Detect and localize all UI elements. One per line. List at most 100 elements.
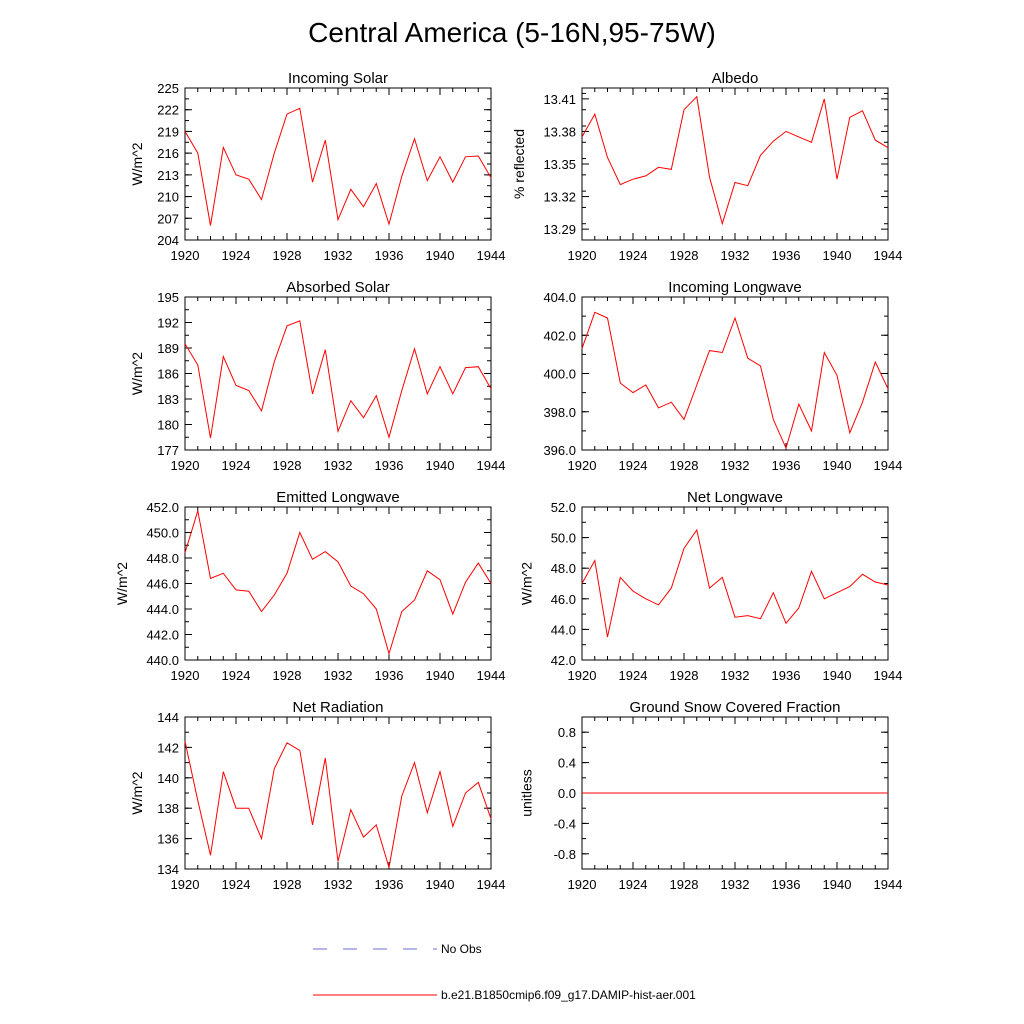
panel-net-radiation-ytick-label: 138 — [157, 801, 179, 816]
panel-emitted-longwave-ytick-label: 448.0 — [146, 551, 179, 566]
panel-net-longwave-series-line — [581, 528, 889, 638]
panel-absorbed-solar-ylabel: W/m^2 — [129, 352, 145, 395]
panel-emitted-longwave-ytick-label: 444.0 — [146, 602, 179, 617]
panel-incoming-longwave-xtick-label: 1920 — [568, 458, 597, 473]
panel-net-longwave-ytick-label: 52.0 — [551, 500, 576, 515]
panel-emitted-longwave-xtick-label: 1936 — [375, 668, 404, 683]
panel-absorbed-solar-ytick-label: 192 — [157, 316, 179, 331]
panel-absorbed-solar-ytick-label: 177 — [157, 443, 179, 458]
panel-emitted-longwave-ytick-label: 450.0 — [146, 526, 179, 541]
panel-net-longwave-frame — [581, 506, 889, 661]
panel-incoming-solar: Incoming Solar 1920 1924 1928 1932 1936 1940 19… — [129, 70, 505, 263]
panel-absorbed-solar-ytick-label: 195 — [157, 290, 179, 305]
panel-emitted-longwave: Emitted Longwave 1920 1924 1928 1932 1936 1940… — [114, 489, 505, 683]
panel-net-longwave: Net Longwave 1920 1924 1928 1932 1936 1940 1944… — [519, 489, 903, 683]
panel-incoming-solar-xtick-label: 1924 — [222, 248, 251, 263]
panel-net-radiation-ytick-label: 134 — [157, 862, 179, 877]
panel-emitted-longwave-xtick-label: 1944 — [477, 668, 506, 683]
panel-net-longwave-xtick-label: 1936 — [772, 668, 801, 683]
panel-incoming-longwave-xtick-label: 1936 — [772, 458, 801, 473]
panel-incoming-longwave-series-line — [581, 311, 889, 450]
panel-incoming-solar-xtick-label: 1928 — [273, 248, 302, 263]
panel-albedo-ytick-label: 13.38 — [543, 124, 576, 139]
panel-emitted-longwave-title: Emitted Longwave — [276, 489, 399, 506]
panel-albedo-xtick-label: 1924 — [619, 248, 648, 263]
panel-incoming-longwave-xtick-label: 1932 — [721, 458, 750, 473]
panel-absorbed-solar-series-line — [184, 320, 492, 440]
panel-ground-snow-covered-fraction-xtick-label: 1940 — [823, 877, 852, 892]
panel-incoming-solar-ytick-label: 213 — [157, 168, 179, 183]
panel-incoming-solar-xtick-label: 1944 — [477, 248, 506, 263]
panel-albedo-ytick-label: 13.32 — [543, 190, 576, 205]
panel-incoming-solar-ytick-label: 225 — [157, 81, 179, 96]
panel-incoming-longwave-ytick-label: 400.0 — [543, 367, 576, 382]
panel-net-radiation-xtick-label: 1920 — [171, 877, 200, 892]
panel-albedo-xtick-label: 1944 — [874, 248, 903, 263]
panel-emitted-longwave-xtick-label: 1928 — [273, 668, 302, 683]
panel-ground-snow-covered-fraction-xtick-label: 1932 — [721, 877, 750, 892]
panel-albedo-ytick-label: 13.41 — [543, 92, 576, 107]
panel-absorbed-solar: Absorbed Solar 1920 1924 1928 1932 1936 1940 19… — [129, 279, 505, 473]
panel-albedo-xtick-label: 1932 — [721, 248, 750, 263]
panel-net-longwave-title: Net Longwave — [687, 489, 783, 506]
panel-net-radiation-ytick-label: 144 — [157, 710, 179, 725]
panel-ground-snow-covered-fraction-xtick-label: 1936 — [772, 877, 801, 892]
panel-net-radiation: Net Radiation 1920 1924 1928 1932 1936 1940 194… — [129, 699, 505, 892]
panel-incoming-longwave-xtick-label: 1928 — [670, 458, 699, 473]
panel-net-radiation-xtick-label: 1944 — [477, 877, 506, 892]
panel-incoming-longwave-xtick-label: 1924 — [619, 458, 648, 473]
panel-net-radiation-xtick-label: 1936 — [375, 877, 404, 892]
panel-albedo-frame — [581, 87, 889, 241]
legend-obs-label: No Obs — [441, 942, 482, 956]
panel-absorbed-solar-xtick-label: 1920 — [171, 458, 200, 473]
panel-emitted-longwave-xtick-label: 1924 — [222, 668, 251, 683]
panel-net-radiation-series-line — [184, 741, 492, 868]
panel-albedo-xtick-label: 1928 — [670, 248, 699, 263]
legend: No Obs b.e21.B1850cmip6.f09_g17.DAMIP-hi… — [313, 942, 696, 1002]
panel-ground-snow-covered-fraction-xtick-label: 1924 — [619, 877, 648, 892]
panel-net-longwave-xtick-label: 1944 — [874, 668, 903, 683]
panel-incoming-solar-xtick-label: 1936 — [375, 248, 404, 263]
panel-absorbed-solar-ytick-label: 180 — [157, 418, 179, 433]
panel-net-radiation-ytick-label: 142 — [157, 740, 179, 755]
panel-absorbed-solar-xtick-label: 1924 — [222, 458, 251, 473]
panel-incoming-longwave-xtick-label: 1940 — [823, 458, 852, 473]
panel-emitted-longwave-xtick-label: 1932 — [324, 668, 353, 683]
panel-ground-snow-covered-fraction-title: Ground Snow Covered Fraction — [630, 699, 841, 716]
panel-incoming-longwave-ytick-label: 398.0 — [543, 405, 576, 420]
panel-albedo-xtick-label: 1940 — [823, 248, 852, 263]
panel-net-longwave-ytick-label: 48.0 — [551, 561, 576, 576]
panel-incoming-solar-ytick-label: 210 — [157, 190, 179, 205]
panel-albedo-ytick-label: 13.29 — [543, 222, 576, 237]
panel-incoming-solar-xtick-label: 1940 — [426, 248, 455, 263]
panel-albedo-ytick-label: 13.35 — [543, 157, 576, 172]
panel-absorbed-solar-xtick-label: 1944 — [477, 458, 506, 473]
panel-albedo-ylabel: % reflected — [511, 129, 527, 199]
panel-incoming-longwave: Incoming Longwave 1920 1924 1928 1932 1936 194… — [543, 279, 902, 473]
panel-emitted-longwave-xtick-label: 1940 — [426, 668, 455, 683]
panel-incoming-longwave-xtick-label: 1944 — [874, 458, 903, 473]
panel-absorbed-solar-ytick-label: 186 — [157, 367, 179, 382]
panel-incoming-solar-xtick-label: 1932 — [324, 248, 353, 263]
panel-net-longwave-ytick-label: 44.0 — [551, 622, 576, 637]
panel-emitted-longwave-ytick-label: 442.0 — [146, 628, 179, 643]
panel-absorbed-solar-xtick-label: 1940 — [426, 458, 455, 473]
panel-net-radiation-xtick-label: 1940 — [426, 877, 455, 892]
panel-albedo: Albedo 1920 1924 1928 1932 1936 1940 1944 13.29 1… — [511, 70, 902, 263]
panel-net-longwave-ylabel: W/m^2 — [519, 562, 535, 605]
panel-incoming-solar-ytick-label: 216 — [157, 146, 179, 161]
panel-absorbed-solar-ytick-label: 189 — [157, 341, 179, 356]
panel-incoming-solar-series-line — [184, 107, 492, 226]
panel-absorbed-solar-xtick-label: 1928 — [273, 458, 302, 473]
figure-title: Central America (5-16N,95-75W) — [308, 17, 716, 48]
panel-net-longwave-xtick-label: 1940 — [823, 668, 852, 683]
panel-incoming-solar-ytick-label: 207 — [157, 211, 179, 226]
panel-absorbed-solar-ytick-label: 183 — [157, 392, 179, 407]
panel-incoming-longwave-frame — [581, 296, 889, 451]
panel-emitted-longwave-xtick-label: 1920 — [171, 668, 200, 683]
panel-net-longwave-ytick-label: 42.0 — [551, 653, 576, 668]
panel-ground-snow-covered-fraction-ytick-label: -0.4 — [554, 816, 576, 831]
panel-net-radiation-ytick-label: 136 — [157, 832, 179, 847]
panel-incoming-solar-ytick-label: 219 — [157, 124, 179, 139]
